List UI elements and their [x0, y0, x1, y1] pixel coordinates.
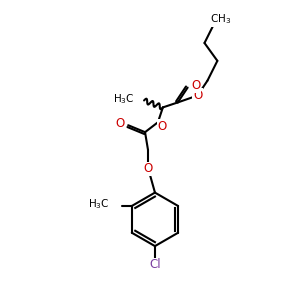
- Text: O: O: [157, 120, 167, 133]
- Text: O: O: [193, 89, 202, 102]
- Text: O: O: [191, 79, 200, 92]
- Text: Cl: Cl: [149, 258, 161, 272]
- Text: O: O: [116, 117, 125, 130]
- Text: H$_3$C: H$_3$C: [88, 197, 110, 211]
- Text: O: O: [143, 162, 153, 175]
- Text: CH$_3$: CH$_3$: [210, 12, 231, 26]
- Text: H$_3$C: H$_3$C: [112, 93, 134, 106]
